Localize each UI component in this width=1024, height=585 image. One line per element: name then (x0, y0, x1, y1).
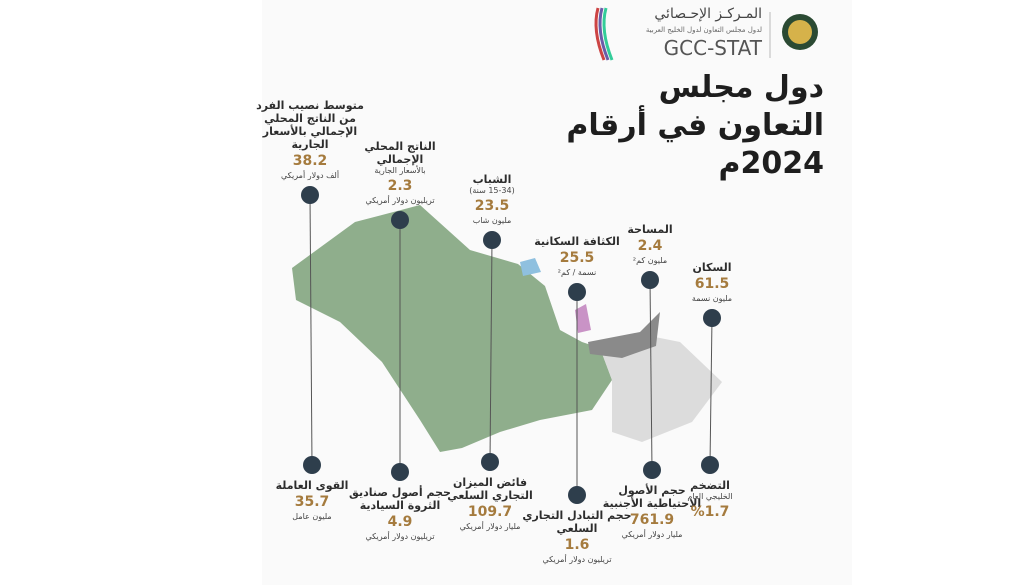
indicator-dot (568, 283, 586, 301)
indicator-dot (391, 211, 409, 229)
indicator: التضخم الخليجي العام %1.7 (654, 479, 766, 522)
indicator-unit: مليار دولار أمريكي (621, 530, 683, 539)
indicator-note: (15-34 سنة) (469, 186, 515, 195)
indicator-value: 4.9 (387, 514, 413, 530)
indicator-value: 109.7 (467, 504, 513, 520)
indicator-value: 1.6 (564, 537, 590, 553)
title-line: دول مجلس (658, 70, 824, 105)
saudi-map (292, 205, 612, 452)
title-line: التعاون في أرقام (566, 108, 824, 143)
indicator-value: %1.7 (690, 504, 730, 520)
indicator-note: بالأسعار الجارية (374, 166, 426, 175)
indicator-value: 61.5 (694, 276, 730, 292)
oman-map (600, 334, 722, 442)
kuwait-map (520, 258, 541, 276)
indicator-unit: مليار دولار أمريكي (459, 522, 521, 531)
connectors (301, 186, 721, 504)
indicator-dot (701, 456, 719, 474)
indicator: فائض الميزان التجاري السلعي 109.7 مليار دو… (434, 476, 546, 532)
indicator: حجم الأصول الاحتياطية الأجنبية 761.9 مليار… (596, 484, 708, 540)
indicator-unit: مليون عامل (292, 512, 332, 521)
indicator: المساحة 2.4 مليون كم² (594, 223, 706, 266)
indicator-dot (483, 231, 501, 249)
connector-line (309, 194, 313, 466)
uae-map (588, 312, 660, 358)
center-subtitle: لدول مجلس التعاون لدول الخليج العربية (645, 26, 762, 34)
indicator-unit: ألف دولار أمريكي (280, 171, 340, 180)
connector-line (489, 239, 493, 463)
connector-line (709, 317, 713, 466)
indicator-label: الشباب (472, 173, 512, 186)
indicator-dot (481, 453, 499, 471)
indicator: متوسط نصيب الفرد من الناتج المحلي الإجما… (254, 99, 366, 181)
indicator-dot (301, 186, 319, 204)
indicator-label: حجم التبادل التجاري السلعي (522, 509, 632, 535)
indicator-value: 2.3 (387, 178, 413, 194)
qatar-map (575, 304, 591, 333)
logo-emblem (782, 14, 818, 50)
indicator: الكثافة السكانية 25.5 نسمة / كم² (521, 235, 633, 278)
indicator-label: التضخم (690, 479, 730, 492)
indicator-dot (391, 463, 409, 481)
indicator-unit: تريليون دولار أمريكي (542, 555, 612, 564)
indicator-label: حجم أصول صناديق الثروة السيادية (349, 486, 451, 512)
indicator-dot (641, 271, 659, 289)
indicator-label: المساحة (627, 223, 673, 236)
indicator-label: متوسط نصيب الفرد من الناتج المحلي الإجما… (256, 99, 364, 151)
indicator-unit: نسمة / كم² (557, 268, 597, 277)
indicator-label: القوى العاملة (275, 479, 349, 492)
indicator-dot (703, 309, 721, 327)
indicator-value: 761.9 (629, 512, 675, 528)
title-line: 2024م (718, 146, 825, 181)
indicator-value: 38.2 (292, 153, 328, 169)
indicator-unit: مليون شاب (472, 216, 512, 225)
indicator-label: فائض الميزان التجاري السلعي (447, 476, 533, 502)
indicator: الناتج المحلي الإجمالي بالأسعار الجارية 2.… (344, 140, 456, 206)
logo-stripes (594, 7, 614, 61)
brand: GCC-STAT (663, 36, 762, 60)
indicator-unit: مليون نسمة (691, 294, 733, 303)
indicator-dot (643, 461, 661, 479)
indicator-dot (303, 456, 321, 474)
indicator-label: الكثافة السكانية (534, 235, 620, 248)
indicator: حجم أصول صناديق الثروة السيادية 4.9 تريليو… (344, 486, 456, 542)
indicator-label: الناتج المحلي الإجمالي (364, 140, 436, 166)
indicator-note: الخليجي العام (687, 492, 733, 501)
center-name: المـركـز الإحـصائي (654, 6, 762, 22)
indicator-value: 35.7 (294, 494, 330, 510)
indicator-unit: تريليون دولار أمريكي (365, 196, 435, 205)
indicator-value: 23.5 (474, 198, 510, 214)
indicator: السكان 61.5 مليون نسمة (656, 261, 768, 304)
connector-line (649, 279, 653, 471)
indicator: حجم التبادل التجاري السلعي 1.6 تريليون دول… (521, 509, 633, 565)
indicator-value: 25.5 (559, 250, 595, 266)
indicator-unit: مليون كم² (632, 256, 668, 265)
indicator: الشباب (15-34 سنة) 23.5 مليون شاب (436, 173, 548, 226)
indicator-label: السكان (692, 261, 732, 274)
indicator-label: حجم الأصول الاحتياطية الأجنبية (602, 484, 702, 510)
indicator-value: 2.4 (637, 238, 663, 254)
indicator: القوى العاملة 35.7 مليون عامل (256, 479, 368, 522)
indicator-dot (568, 486, 586, 504)
indicator-unit: تريليون دولار أمريكي (365, 532, 435, 541)
